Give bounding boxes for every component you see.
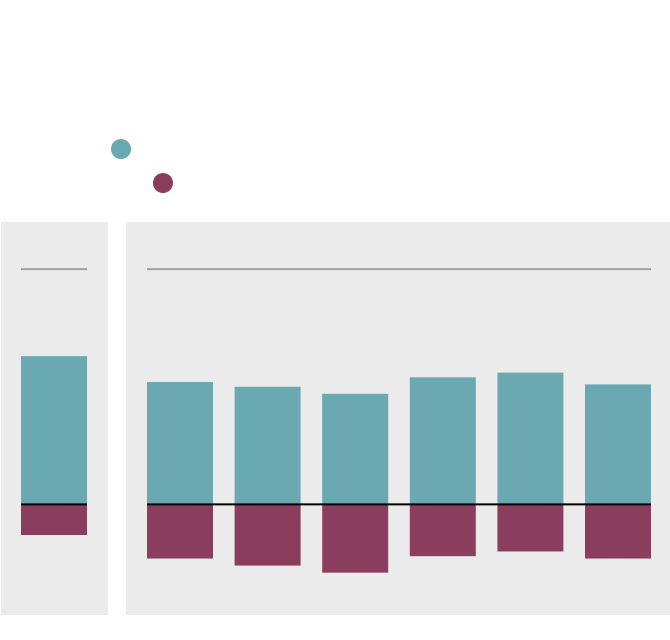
bar xyxy=(21,356,87,505)
bar xyxy=(409,377,476,505)
bar xyxy=(585,504,651,559)
bar xyxy=(322,393,389,505)
legend-marker xyxy=(153,173,173,193)
bar xyxy=(497,504,564,552)
bar xyxy=(585,384,651,505)
panel xyxy=(126,222,670,615)
bar xyxy=(147,504,213,559)
legend-marker xyxy=(111,139,131,159)
bar xyxy=(322,504,389,573)
bar xyxy=(234,504,301,566)
bar xyxy=(409,504,476,557)
bar xyxy=(497,372,564,505)
bar xyxy=(21,504,87,535)
bar xyxy=(234,386,301,505)
bar xyxy=(147,382,213,505)
